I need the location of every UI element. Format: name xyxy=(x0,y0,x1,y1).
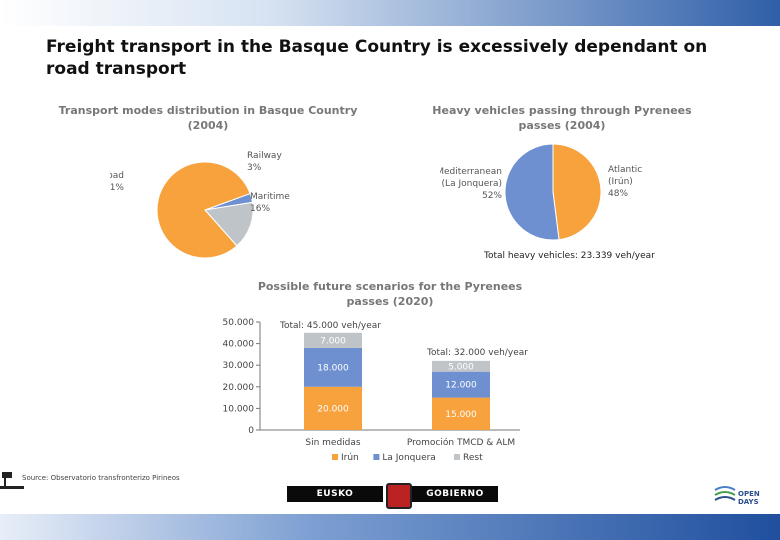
bar-segment-irn xyxy=(304,386,362,430)
top-banner xyxy=(0,0,780,26)
open-days-logo: OPEN DAYS xyxy=(738,490,760,506)
legend-swatch xyxy=(373,454,380,460)
y-tick-label: 40.000 xyxy=(223,340,255,350)
bar-segment-label: 5.000 xyxy=(448,362,474,372)
y-tick-label: 50.000 xyxy=(223,318,255,328)
bottom-banner xyxy=(0,514,780,540)
bar-segment-lajonquera xyxy=(432,371,490,398)
pie2-slice-atlantic xyxy=(552,143,602,241)
pie1-label-maritime: Maritime 16% xyxy=(250,192,290,214)
x-category-label: Sin medidas xyxy=(305,438,361,448)
pie1-label-railway: Railway 3% xyxy=(247,151,282,173)
pie1-slice-road xyxy=(156,161,251,259)
open-days-swirl-icon xyxy=(714,486,736,501)
legend-swatch xyxy=(454,454,460,460)
bar-segment-label: 18.000 xyxy=(317,363,349,373)
bar-title: Possible future scenarios for the Pyrene… xyxy=(257,280,523,308)
pie1-slice-maritime xyxy=(204,201,254,247)
bar-chart: 0 10.000 20.000 30.000 40.000 50.000 20.000 18.… xyxy=(223,318,529,463)
legend-swatch xyxy=(332,454,338,460)
y-tick-label: 0 xyxy=(248,426,254,436)
pie2-footnote: Total heavy vehicles: 23.339 veh/year xyxy=(484,251,655,261)
bar-segment-lajonquera xyxy=(304,347,362,387)
bar-total-label: Total: 32.000 veh/year xyxy=(426,348,528,358)
logo-eusko: EUSKO JAURLARITZA xyxy=(287,486,383,515)
open-days-line1: OPEN xyxy=(738,490,760,498)
x-category-label: Promoción TMCD & ALM xyxy=(407,437,515,448)
open-days-line2: DAYS xyxy=(738,498,759,506)
pie2-label-mediterranean: Mediterranean (La Jonquera) 52% xyxy=(440,167,502,201)
bar-segment-label: 7.000 xyxy=(320,336,346,346)
bar-segment-label: 12.000 xyxy=(445,381,477,391)
bar-segment-label: 20.000 xyxy=(317,404,349,414)
bar-total-label: Total: 45.000 veh/year xyxy=(279,321,381,331)
bar-segment-label: 15.000 xyxy=(445,410,477,420)
pie2-slice-mediterranean xyxy=(504,143,560,241)
page-title: Freight transport in the Basque Country … xyxy=(46,37,708,79)
pie1-title: Transport modes distribution in Basque C… xyxy=(58,104,358,132)
bar-segment-rest xyxy=(304,332,362,348)
legend-label: Rest xyxy=(463,453,483,463)
ship-icon xyxy=(0,472,24,489)
y-tick-label: 30.000 xyxy=(223,361,255,371)
pie2-chart: Mediterranean (La Jonquera) 52% Atlantic (Ir… xyxy=(440,143,642,241)
bar-segment-rest xyxy=(432,360,490,372)
legend-label: Irún xyxy=(341,453,359,463)
bar-segment-irn xyxy=(432,397,490,430)
source-note: Source: Observatorio transfronterizo Pir… xyxy=(22,474,180,482)
logo-gobierno: GOBIERNO VASCO xyxy=(412,486,498,515)
pie2-label-atlantic: Atlantic (Irún) 48% xyxy=(608,165,642,199)
pie2-title: Heavy vehicles passing through Pyrenees … xyxy=(432,104,692,132)
basque-seal-icon xyxy=(386,483,412,509)
legend-label: La Jonquera xyxy=(382,453,435,463)
pie1-label-road: Road81% xyxy=(110,171,124,193)
y-tick-label: 20.000 xyxy=(223,383,255,393)
y-tick-label: 10.000 xyxy=(223,404,255,414)
